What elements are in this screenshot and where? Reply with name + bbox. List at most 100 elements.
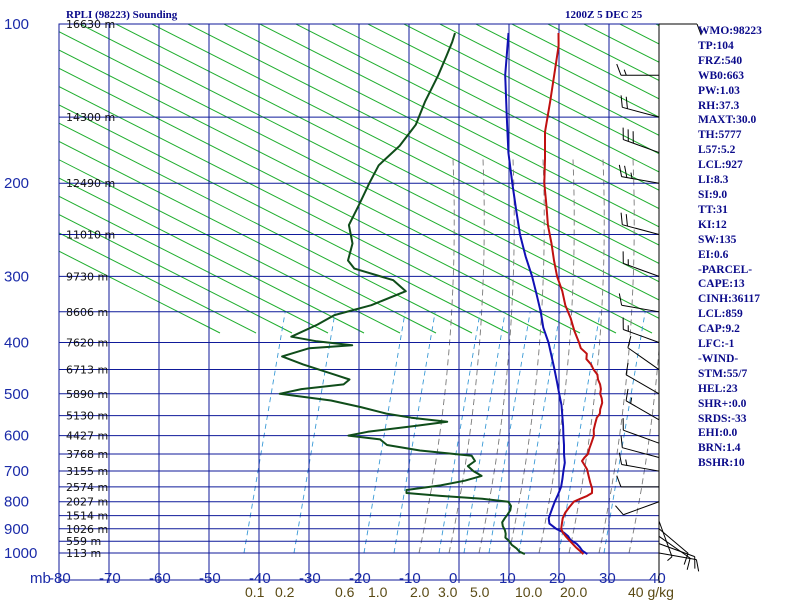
height-label: 3768 m bbox=[66, 448, 108, 461]
dry-adiabat-line bbox=[582, 24, 659, 63]
temperature-tick-label: -70 bbox=[99, 570, 121, 587]
wind-barb-flag bbox=[616, 63, 622, 76]
mixing-ratio-label: 0.1 bbox=[245, 584, 265, 600]
wind-barb bbox=[658, 543, 695, 558]
dry-adiabat-line bbox=[438, 24, 659, 136]
index-item: LFC:-1 bbox=[698, 338, 735, 351]
dry-adiabat-line bbox=[330, 24, 659, 191]
index-item: MAXT:30.0 bbox=[698, 114, 757, 127]
wind-barb bbox=[658, 552, 697, 561]
dry-adiabat-line bbox=[59, 104, 509, 334]
index-item: CINH:36117 bbox=[698, 293, 760, 306]
wind-barb bbox=[623, 262, 660, 277]
wind-barb-column bbox=[615, 23, 702, 583]
temperature-tick-label: -20 bbox=[349, 570, 371, 587]
mixing-ratio-line bbox=[393, 311, 436, 554]
mixing-ratio-lines bbox=[243, 311, 646, 554]
index-item: TP:104 bbox=[698, 39, 734, 52]
temperature-tick-label: 20 bbox=[549, 570, 566, 587]
wind-barb-flag bbox=[625, 459, 628, 466]
wind-barb-flag bbox=[624, 165, 628, 178]
pressure-axis-unit: mb bbox=[30, 570, 51, 587]
wind-barb bbox=[625, 400, 660, 421]
dry-adiabat-line bbox=[510, 24, 659, 100]
temperature-tick-label: 10 bbox=[499, 570, 516, 587]
wind-barb bbox=[627, 347, 660, 370]
index-item: -PARCEL- bbox=[698, 263, 753, 276]
mixing-ratio-line bbox=[438, 311, 481, 554]
wind-barb-flag bbox=[695, 559, 700, 572]
wind-barb-flag bbox=[615, 505, 624, 516]
wind-barb-flag bbox=[686, 558, 691, 570]
mixing-ratio-line bbox=[363, 311, 406, 554]
wind-barb-flag bbox=[616, 475, 622, 488]
index-item: LCL:859 bbox=[698, 308, 743, 321]
temperature-tick-label: -50 bbox=[199, 570, 221, 587]
dry-adiabat-line bbox=[59, 214, 293, 334]
dry-adiabat-line bbox=[59, 140, 437, 334]
index-item: LI:8.3 bbox=[698, 174, 729, 187]
isobar-isotherm-grid bbox=[58, 23, 660, 583]
wind-barb bbox=[623, 139, 660, 154]
index-item: CAPE:13 bbox=[698, 278, 745, 291]
pressure-tick-label: 400 bbox=[4, 334, 29, 351]
index-item: LCL:927 bbox=[698, 159, 743, 172]
dry-adiabat-line bbox=[59, 67, 581, 334]
wind-barb-flag bbox=[630, 172, 633, 179]
height-label: 559 m bbox=[66, 535, 101, 548]
dry-adiabat-lines bbox=[59, 24, 659, 334]
height-label: 8606 m bbox=[66, 306, 108, 319]
wind-barb bbox=[623, 501, 660, 516]
pressure-tick-label: 100 bbox=[4, 16, 29, 33]
dry-adiabat-line bbox=[59, 177, 365, 334]
pressure-tick-label: 300 bbox=[4, 268, 29, 285]
height-label: 5890 m bbox=[66, 388, 108, 401]
index-item: RH:37.3 bbox=[698, 99, 740, 112]
dry-adiabat-line bbox=[294, 24, 659, 210]
index-item: SRDS:-33 bbox=[698, 412, 747, 425]
index-item: EI:0.6 bbox=[698, 248, 729, 261]
dewpoint-trace-line bbox=[278, 32, 526, 556]
index-item: CAP:9.2 bbox=[698, 323, 740, 336]
mixing-ratio-label: 40 g/kg bbox=[628, 584, 674, 600]
height-label: 113 m bbox=[66, 547, 101, 560]
temperature-tick-label: -30 bbox=[299, 570, 321, 587]
pressure-tick-label: 200 bbox=[4, 175, 29, 192]
dry-adiabat-line bbox=[59, 195, 329, 334]
parcel-trace-line bbox=[504, 32, 588, 555]
dry-adiabat-line bbox=[59, 159, 401, 334]
dry-adiabat-line bbox=[59, 232, 257, 334]
mixing-ratio-label: 3.0 bbox=[438, 584, 458, 600]
dry-adiabat-line bbox=[114, 24, 659, 301]
pressure-tick-label: 800 bbox=[4, 494, 29, 511]
moist-adiabat-line bbox=[628, 344, 659, 554]
index-item: L57:5.2 bbox=[698, 144, 736, 157]
wind-barb-flag bbox=[620, 435, 623, 448]
temperature-tick-label: -10 bbox=[399, 570, 421, 587]
mixing-ratio-line bbox=[603, 311, 646, 554]
pressure-tick-label: 900 bbox=[4, 521, 29, 538]
index-item: BSHR:10 bbox=[698, 457, 745, 470]
dry-adiabat-line bbox=[150, 24, 659, 283]
moist-adiabat-line bbox=[538, 158, 575, 554]
temperature-tick-label: 0 bbox=[449, 570, 457, 587]
dry-adiabat-line bbox=[59, 49, 617, 334]
wind-barb bbox=[622, 224, 660, 235]
height-label: 7620 m bbox=[66, 336, 108, 349]
sounding-title: RPLI (98223) Sounding bbox=[66, 9, 178, 21]
height-label: 5130 m bbox=[66, 410, 108, 423]
index-item: SI:9.0 bbox=[698, 188, 728, 201]
sounding-profiles bbox=[278, 32, 604, 556]
wind-barb bbox=[622, 106, 660, 118]
index-item: PW:1.03 bbox=[698, 84, 740, 97]
wind-barb bbox=[658, 528, 689, 554]
wind-barb bbox=[621, 304, 660, 313]
temperature-tick-label: -80 bbox=[49, 570, 71, 587]
mixing-ratio-label: 5.0 bbox=[470, 584, 490, 600]
wind-barb-flag bbox=[625, 96, 628, 109]
wind-barb bbox=[658, 535, 691, 559]
pressure-tick-label: 1000 bbox=[4, 545, 37, 562]
height-label: 6713 m bbox=[66, 364, 108, 377]
mixing-ratio-line bbox=[488, 311, 531, 554]
